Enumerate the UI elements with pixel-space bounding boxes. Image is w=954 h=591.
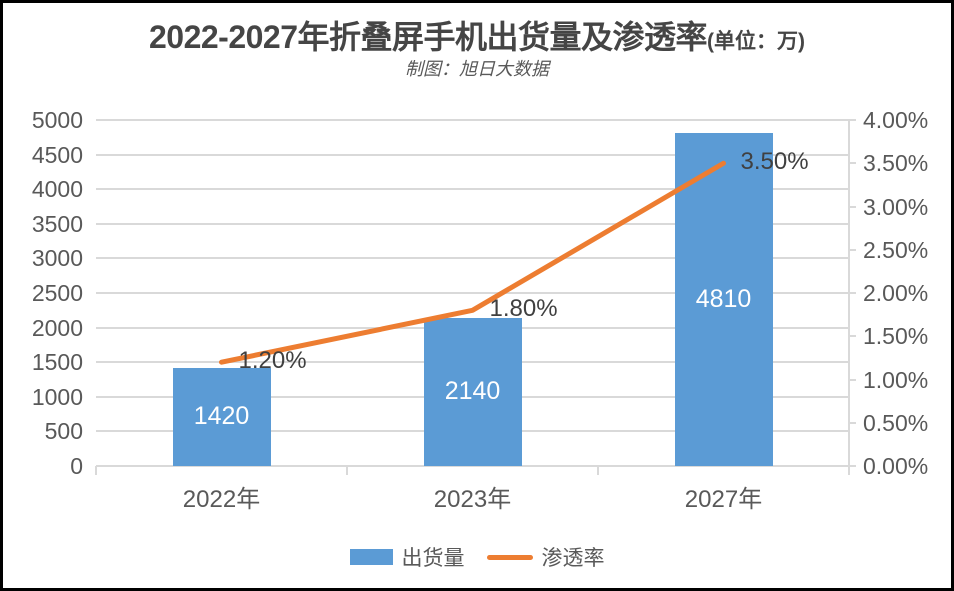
line-data-label: 1.20% [238,347,307,375]
secondary-axis-tick [849,248,856,251]
gridline [96,153,849,156]
line-data-label: 1.80% [489,295,558,323]
y-axis-tick-label: 4000 [31,176,83,203]
secondary-axis-tick [849,205,856,208]
y2-axis-tick-label: 3.00% [863,193,929,220]
secondary-axis-tick [849,162,856,165]
bar [674,133,773,466]
bar-series-swatch-icon [349,549,393,565]
y2-axis-tick-label: 2.00% [863,280,929,306]
x-axis-category-label: 2023年 [433,486,512,513]
gridline [96,119,849,121]
bar [423,317,522,466]
y-axis-tick-label: 3000 [31,245,83,272]
legend-item-penetration: 渗透率 [486,542,605,572]
penetration-line-series [219,160,726,365]
legend-label: 出货量 [401,547,465,570]
bar [172,367,271,466]
y2-axis-tick-label: 0.00% [863,453,929,479]
y2-axis-tick-label: 1.50% [863,323,929,350]
y2-axis-tick-label: 4.00% [863,107,929,133]
y-axis-tick-label: 1000 [31,383,83,410]
y-axis-tick-label: 1500 [31,349,83,376]
y-axis-tick-label: 0 [70,453,83,479]
line-path [219,160,726,365]
plot-area: 5000 4500 4000 3500 3000 2500 2000 1500 1000 500 0… [3,3,951,588]
chart-title: 2022-2027年折叠屏手机出货量及渗透率 [148,19,708,55]
x-axis-category-label: 2027年 [684,486,763,513]
legend-label: 渗透率 [541,547,605,570]
chart-title-unit: (单位：万) [707,30,806,53]
chart-header: 2022-2027年折叠屏手机出货量及渗透率(单位：万) 制图：旭日大数据 [3,19,951,79]
gridline [96,257,849,260]
secondary-axis-tick [849,378,856,381]
y-axis-tick-label: 5000 [31,107,83,133]
legend-item-shipments: 出货量 [349,542,465,572]
page-title: 2022-2027年折叠屏手机出货量及渗透率(单位：万) [3,19,951,56]
x-axis-category-label: 2022年 [182,486,261,513]
y-axis-tick-label: 3500 [31,210,83,237]
bar-data-label: 1420 [193,401,250,430]
x-axis-tick [95,466,97,475]
y-axis-tick-label: 500 [44,418,83,445]
y-axis-tick-label: 4500 [31,141,83,168]
y2-axis-tick-label: 3.50% [863,150,929,177]
bar-data-label: 2140 [444,376,501,405]
y-axis-tick-label: 2500 [31,280,83,306]
line-series-swatch-icon [486,554,533,560]
secondary-axis-tick [849,335,856,338]
x-axis-tick [346,466,348,475]
gridline [96,292,849,294]
y-axis-tick-label: 2000 [31,314,83,341]
gridline [96,222,849,225]
gridline [96,465,849,467]
y2-axis-tick-label: 2.50% [863,236,929,263]
y2-axis-tick-label: 1.00% [863,366,929,393]
line-data-label: 3.50% [740,148,809,176]
secondary-axis-tick [849,119,856,121]
gridline [96,188,849,191]
chart-subtitle: 制图：旭日大数据 [405,58,549,79]
secondary-axis-tick [849,421,856,424]
legend: 出货量 渗透率 [3,543,951,571]
secondary-axis-tick [849,292,856,294]
x-axis-tick [848,466,850,475]
bar-data-label: 4810 [695,284,752,313]
y2-axis-tick-label: 0.50% [863,409,929,436]
x-axis-tick [597,466,599,475]
secondary-axis-tick [849,465,856,467]
